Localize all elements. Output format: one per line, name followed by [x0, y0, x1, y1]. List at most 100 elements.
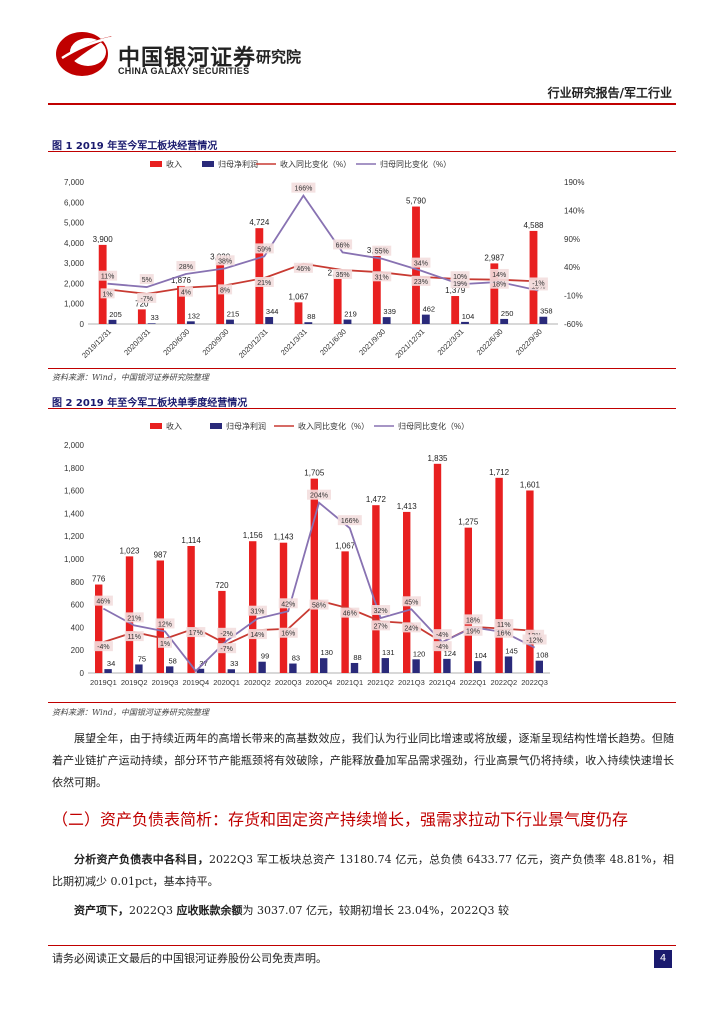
y-tick-label: 0	[80, 669, 85, 678]
profit-yoy-label-bg	[337, 515, 362, 526]
balance-sheet-text: 2022Q3 军工板块总资产 13180.74 亿元，总负债 6433.77 亿…	[52, 853, 675, 888]
revenue-bar	[333, 278, 342, 324]
revenue-yoy-label: 19%	[453, 281, 467, 288]
revenue-yoy-label-bg	[186, 627, 206, 638]
profit-value-label: 83	[292, 654, 300, 663]
profit-yoy-label: -4%	[436, 632, 448, 639]
profit-bar	[166, 666, 174, 673]
header-divider	[48, 103, 676, 105]
profit-yoy-label: 166%	[294, 186, 312, 193]
revenue-yoy-label-bg	[137, 292, 157, 303]
y-tick-label: 1,000	[64, 300, 85, 309]
profit-bar	[421, 314, 430, 324]
profit-value-label: 33	[230, 659, 238, 668]
revenue-bar	[490, 263, 499, 324]
revenue-yoy-label: 16%	[281, 631, 295, 638]
figure-1-bottom-rule	[48, 368, 676, 369]
profit-yoy-label: 38%	[218, 258, 232, 265]
profit-value-label: 104	[474, 651, 487, 660]
y2-tick-label: 40%	[564, 263, 580, 272]
profit-bar	[135, 664, 143, 673]
profit-yoy-label-bg	[254, 243, 274, 254]
revenue-yoy-label: -7%	[141, 296, 153, 303]
profit-yoy-label: 34%	[414, 261, 428, 268]
category-label: 2022Q1	[460, 678, 487, 687]
profit-yoy-label: 18%	[466, 617, 480, 624]
assets-text: 为 3037.07 亿元，较期初增长 23.04%，2022Q3 较	[242, 904, 509, 917]
revenue-value-label: 720	[135, 299, 149, 308]
category-label: 2020Q4	[306, 678, 333, 687]
assets-lead: 资产项下，	[74, 904, 129, 917]
revenue-yoy-label-bg	[494, 627, 514, 638]
revenue-yoy-label: 31%	[375, 274, 389, 281]
y-tick-label: 1,200	[64, 532, 85, 541]
profit-value-label: 58	[169, 656, 177, 665]
figure-2-chart: 0 200 400 600 800 1,000 1,200 1,400 1,600 1,800 2,…	[64, 421, 550, 687]
category-label: 2019Q3	[152, 678, 179, 687]
profit-yoy-label-bg	[98, 270, 118, 281]
legend-label: 收入	[166, 421, 182, 431]
y-tick-label: 3,000	[64, 259, 85, 268]
brand-name-en: CHINA GALAXY SECURITIES	[118, 66, 250, 76]
profit-yoy-label: 45%	[404, 599, 418, 606]
revenue-bar	[433, 463, 442, 673]
profit-yoy-label: 55%	[375, 249, 389, 256]
profit-yoy-label: -1%	[532, 280, 544, 287]
category-label: 2021Q2	[367, 678, 394, 687]
revenue-yoy-label-bg	[333, 269, 353, 280]
profit-value-label: 99	[261, 652, 269, 661]
category-label: 2020/3/31	[122, 327, 152, 357]
profit-yoy-label: 46%	[96, 599, 110, 606]
profit-value-label: 145	[505, 646, 518, 655]
revenue-yoy-label: 35%	[336, 272, 350, 279]
revenue-yoy-label: -4%	[97, 644, 109, 651]
legend-label: 归母同比变化（%）	[398, 421, 469, 431]
breadcrumb: 行业研究报告/军工行业	[547, 86, 672, 100]
y2-tick-label: 190%	[564, 178, 584, 187]
revenue-yoy-label-bg	[340, 607, 360, 618]
profit-yoy-label: 42%	[281, 601, 295, 608]
category-label: 2021Q1	[336, 678, 363, 687]
profit-yoy-label-bg	[247, 605, 267, 616]
revenue-yoy-label: 14%	[250, 632, 264, 639]
profit-yoy-label: 10%	[453, 274, 467, 281]
revenue-yoy-label-bg	[372, 271, 392, 282]
y-tick-label: 5,000	[64, 219, 85, 228]
revenue-yoy-label-bg	[401, 622, 421, 633]
revenue-yoy-label: -4%	[436, 644, 448, 651]
profit-value-label: 88	[353, 653, 361, 662]
profit-value-label: 120	[413, 649, 426, 658]
revenue-yoy-label: -7%	[220, 646, 232, 653]
brand-name-cn: 中国银河证券	[118, 46, 257, 71]
revenue-yoy-label-bg	[217, 643, 237, 654]
category-label: 2020/12/31	[237, 327, 270, 360]
legend-label: 收入同比变化（%）	[280, 159, 351, 169]
profit-bar	[500, 318, 509, 324]
profit-bar	[382, 317, 391, 324]
revenue-yoy-label: 17%	[189, 630, 203, 637]
revenue-bar	[310, 478, 318, 673]
profit-value-label: 339	[383, 307, 396, 316]
legend-swatch	[202, 161, 214, 167]
profit-value-label: 462	[423, 305, 436, 314]
revenue-yoy-label: 27%	[374, 623, 388, 630]
profit-yoy-label: -12%	[526, 638, 542, 645]
balance-sheet-paragraph: 分析资产负债表中各科目，2022Q3 军工板块总资产 13180.74 亿元，总…	[52, 849, 674, 893]
profit-bar	[265, 317, 274, 324]
profit-bar	[461, 321, 469, 324]
revenue-yoy-label: 23%	[414, 279, 428, 286]
y-tick-label: 800	[71, 578, 85, 587]
profit-bar	[108, 319, 117, 324]
revenue-value-label: 1,023	[119, 546, 140, 555]
category-label: 2019Q4	[182, 678, 209, 687]
profit-yoy-label-bg	[176, 261, 196, 272]
revenue-yoy-label: 58%	[312, 603, 326, 610]
revenue-bar	[529, 230, 538, 324]
profit-bar	[304, 322, 313, 324]
revenue-bar	[403, 511, 411, 673]
profit-value-label: 344	[266, 307, 279, 316]
profit-bar	[258, 661, 266, 673]
profit-bar	[196, 668, 205, 673]
revenue-yoy-label: 18%	[492, 282, 506, 289]
y2-tick-label: 90%	[564, 235, 580, 244]
